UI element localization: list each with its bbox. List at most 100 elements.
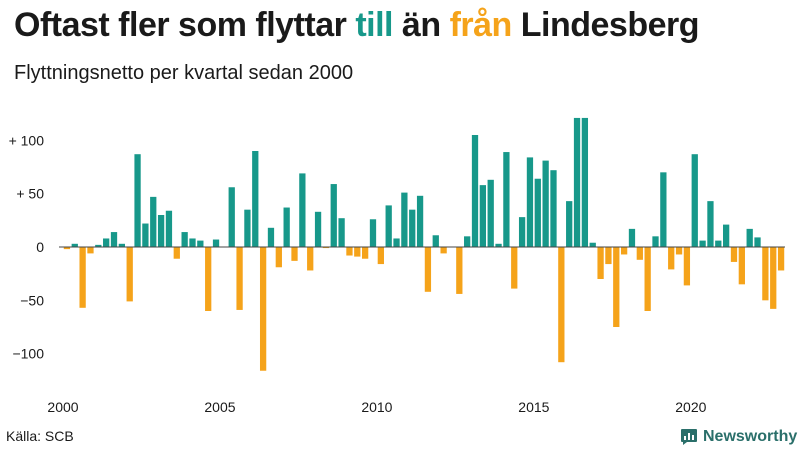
bar <box>424 247 432 292</box>
bar <box>464 236 471 247</box>
bar <box>511 247 518 289</box>
bar <box>212 239 220 247</box>
bar <box>63 247 71 250</box>
title-negative-word: från <box>449 6 513 44</box>
bar <box>746 228 753 247</box>
brand-name: Newsworthy <box>703 428 798 445</box>
x-axis-ticks: 2000 2005 2010 2015 2020 <box>47 399 706 415</box>
bar <box>754 237 761 247</box>
brand: Newsworthy <box>680 427 797 447</box>
bar <box>581 117 589 248</box>
chart-subtitle: Flyttningsnetto per kvartal sedan 2000 <box>14 62 354 84</box>
bar <box>518 217 526 247</box>
bar <box>644 247 651 311</box>
bar <box>456 247 463 294</box>
bar-chart: + 100 + 50 0 −50 −100 2000 2005 2010 2015 2020 <box>9 117 785 415</box>
bar <box>550 170 557 247</box>
bar <box>299 173 306 247</box>
bar <box>142 223 149 247</box>
bar <box>762 247 769 301</box>
bar <box>730 247 738 262</box>
x-tick-label: 2010 <box>361 399 392 415</box>
bar <box>691 154 698 247</box>
title-part-1: Oftast fler som flyttar <box>14 6 356 44</box>
bar <box>95 244 102 247</box>
bar <box>118 243 125 247</box>
bar <box>173 247 180 259</box>
bar <box>715 240 722 247</box>
bar <box>275 247 282 268</box>
bar <box>597 247 604 279</box>
bar <box>683 247 691 286</box>
bar <box>150 196 157 247</box>
bar <box>228 187 235 247</box>
bar <box>738 247 745 285</box>
bar <box>503 152 510 247</box>
bar <box>165 210 173 247</box>
bar <box>307 247 314 271</box>
bar <box>636 247 643 260</box>
bar <box>369 219 377 247</box>
y-tick-label: + 100 <box>9 132 45 148</box>
bar <box>330 184 337 247</box>
bar <box>652 236 659 247</box>
x-tick-label: 2005 <box>204 399 235 415</box>
bar <box>197 240 204 247</box>
bar <box>314 211 322 247</box>
x-tick-label: 2015 <box>518 399 549 415</box>
title-part-3: Lindesberg <box>511 6 700 44</box>
bar <box>416 195 424 247</box>
newsworthy-logo-icon <box>681 429 697 445</box>
title-part-2: än <box>392 6 450 44</box>
bar <box>126 247 133 302</box>
bar <box>401 192 408 247</box>
title-positive-word: till <box>355 6 393 44</box>
bar <box>244 209 251 247</box>
bar <box>393 238 400 247</box>
bar <box>620 247 628 255</box>
bar <box>432 235 439 247</box>
bar <box>668 247 675 270</box>
bar <box>723 224 730 247</box>
y-tick-label: + 50 <box>16 186 44 202</box>
bar <box>777 247 785 271</box>
bar <box>103 238 110 247</box>
bar <box>79 247 86 308</box>
bar <box>291 247 298 261</box>
bar <box>259 247 267 371</box>
bar <box>267 227 275 247</box>
bar <box>526 157 534 247</box>
bar <box>534 178 541 247</box>
y-tick-label: 0 <box>36 239 44 255</box>
bar <box>613 247 620 327</box>
bar <box>71 243 78 247</box>
bar <box>589 242 596 247</box>
y-tick-label: −100 <box>12 346 44 362</box>
bar <box>362 247 369 259</box>
bar <box>322 247 330 249</box>
bar <box>542 160 549 247</box>
x-tick-label: 2020 <box>675 399 706 415</box>
bar <box>134 154 141 247</box>
chart-title: Oftast fler som flyttar till än från Lin… <box>14 6 700 45</box>
bar <box>87 247 94 254</box>
source-note: Källa: SCB <box>6 428 74 444</box>
bar <box>110 232 118 247</box>
bar <box>181 232 188 247</box>
bar <box>628 228 636 247</box>
x-tick-label: 2000 <box>47 399 78 415</box>
bar <box>660 172 667 247</box>
bar <box>675 247 683 255</box>
y-tick-label: −50 <box>20 292 44 308</box>
bar <box>205 247 212 311</box>
bar <box>573 117 581 248</box>
bar <box>354 247 361 257</box>
bar <box>471 135 479 247</box>
bar <box>479 185 486 247</box>
bar <box>770 247 777 309</box>
bar <box>487 179 494 247</box>
bar <box>699 240 706 247</box>
bar <box>409 209 416 247</box>
bar <box>440 247 447 254</box>
bar <box>605 247 612 265</box>
